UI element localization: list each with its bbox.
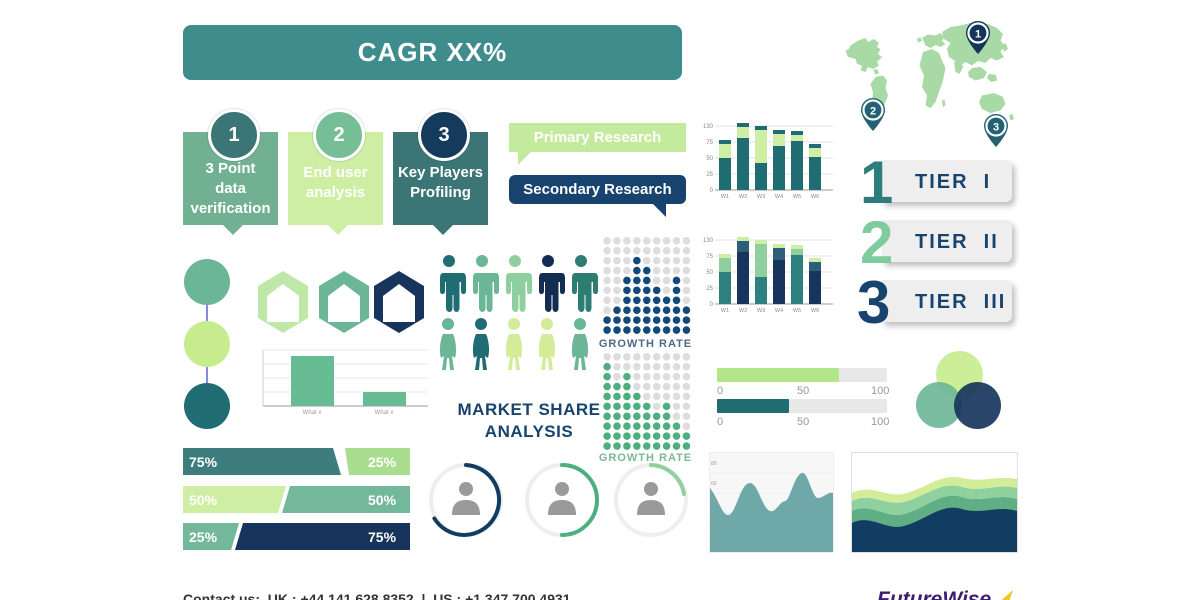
svg-text:50%: 50% — [368, 492, 397, 508]
svg-text:25%: 25% — [189, 529, 218, 545]
svg-text:0: 0 — [710, 302, 714, 308]
svg-text:2: 2 — [870, 106, 876, 118]
svg-text:W3: W3 — [757, 194, 765, 200]
svg-text:50: 50 — [706, 156, 713, 162]
svg-text:W5: W5 — [793, 308, 801, 314]
svg-text:W2: W2 — [739, 194, 747, 200]
svg-text:W3: W3 — [757, 308, 765, 314]
svg-text:75%: 75% — [368, 529, 397, 545]
svg-text:75%: 75% — [189, 454, 218, 470]
svg-text:80: 80 — [711, 461, 717, 467]
svg-text:W4: W4 — [775, 308, 783, 314]
svg-text:0: 0 — [710, 188, 714, 194]
svg-text:60: 60 — [711, 481, 717, 487]
svg-text:25%: 25% — [368, 454, 397, 470]
svg-text:What x: What x — [303, 410, 322, 415]
svg-text:130: 130 — [703, 124, 714, 130]
svg-text:75: 75 — [706, 254, 713, 260]
svg-text:130: 130 — [703, 238, 714, 244]
svg-text:75: 75 — [706, 140, 713, 146]
svg-text:50%: 50% — [189, 492, 218, 508]
svg-text:W1: W1 — [721, 194, 729, 200]
svg-text:50: 50 — [706, 270, 713, 276]
svg-text:W6: W6 — [811, 194, 819, 200]
svg-text:40: 40 — [711, 501, 717, 507]
svg-text:What x: What x — [375, 410, 394, 415]
svg-text:3: 3 — [993, 122, 999, 134]
svg-text:W6: W6 — [811, 308, 819, 314]
svg-text:W4: W4 — [775, 194, 783, 200]
svg-text:25: 25 — [706, 172, 713, 178]
svg-text:W2: W2 — [739, 308, 747, 314]
svg-text:20: 20 — [711, 521, 717, 527]
svg-text:1: 1 — [975, 29, 981, 41]
svg-text:10: 10 — [711, 541, 717, 547]
svg-text:W5: W5 — [793, 194, 801, 200]
svg-text:W1: W1 — [721, 308, 729, 314]
svg-text:25: 25 — [706, 286, 713, 292]
